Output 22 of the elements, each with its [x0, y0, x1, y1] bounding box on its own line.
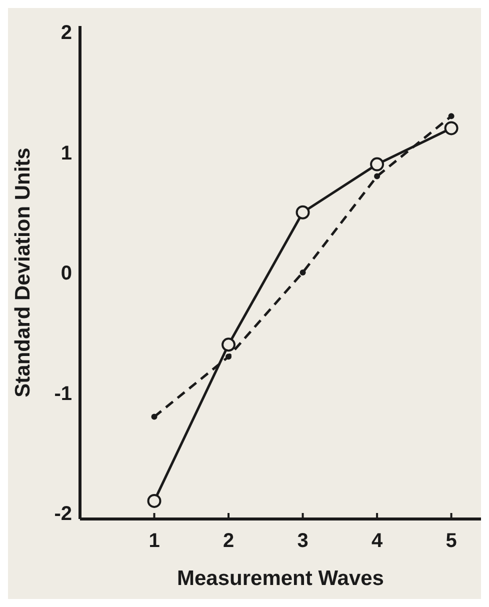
y-tick-label: -2: [54, 503, 72, 526]
y-tick-label: 0: [60, 262, 72, 285]
y-tick-label: -1: [54, 382, 72, 405]
y-tick-label: 2: [60, 22, 72, 44]
point: [296, 205, 310, 220]
point: [374, 173, 380, 180]
point: [444, 121, 458, 136]
point: [370, 157, 384, 172]
point: [448, 113, 454, 120]
point: [226, 354, 232, 360]
point: [300, 270, 306, 276]
x-tick-label: 1: [148, 530, 160, 552]
x-tick-label: 2: [222, 530, 234, 552]
y-tick-label: 1: [60, 142, 72, 164]
point: [147, 494, 162, 508]
x-tick-label: 4: [371, 530, 384, 552]
y-axis-title: Standard Deviation Units: [11, 148, 34, 398]
point: [151, 414, 158, 420]
x-tick-label: 5: [446, 530, 457, 552]
x-tick-label: 3: [297, 530, 308, 552]
x-axis-title: Measurement Waves: [177, 567, 384, 590]
point: [222, 338, 236, 352]
